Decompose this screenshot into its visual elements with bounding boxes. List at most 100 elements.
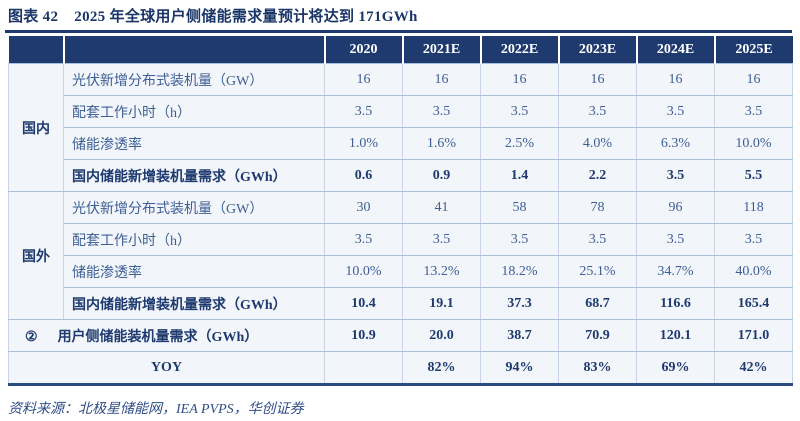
cell-value: 40.0% [714,255,793,288]
cell-value: 3.5 [402,95,481,128]
cell-value: 83% [558,351,637,386]
cell-value: 171.0 [714,319,793,352]
cell-value: 34.7% [636,255,715,288]
yoy-label-cell: YOY [8,351,325,386]
cell-value: 10.0% [714,127,793,160]
cell-value: 3.5 [324,223,403,256]
header-year-2025e: 2025E [714,36,793,64]
cell-value: 10.4 [324,287,403,320]
cell-value: 3.5 [558,223,637,256]
cell-value: 70.9 [558,319,637,352]
cell-value: 4.0% [558,127,637,160]
cell-value: 3.5 [480,95,559,128]
cell-value: 10.9 [324,319,403,352]
cell-value: 3.5 [324,95,403,128]
cell-value: 37.3 [480,287,559,320]
table-row: 配套工作小时（h） 3.5 3.5 3.5 3.5 3.5 3.5 [9,223,793,256]
cell-value: 0.6 [324,159,403,192]
table-row: 国外 光伏新增分布式装机量（GW） 30 41 58 78 96 118 [8,191,793,320]
table-row-subtotal: 国内储能新增装机量需求（GWh） 10.4 19.1 37.3 68.7 116… [9,287,793,320]
cell-value: 19.1 [402,287,481,320]
header-metric-col [63,36,326,64]
yoy-row: YOY 82% 94% 83% 69% 42% [8,351,793,386]
cell-value: 41 [402,191,481,224]
header-year-2021e: 2021E [402,36,482,64]
table-row: 国内 光伏新增分布式装机量（GW） 16 16 16 16 16 16 [8,63,793,192]
cell-value: 10.0% [324,255,403,288]
cell-value: 16 [636,63,715,96]
row-label: 储能渗透率 [63,255,325,288]
cell-value: 120.1 [636,319,715,352]
cell-value: 16 [402,63,481,96]
cell-value: 69% [636,351,715,386]
header-row: 2020 2021E 2022E 2023E 2024E 2025E [8,36,793,64]
forecast-table: 2020 2021E 2022E 2023E 2024E 2025E 国内 光伏… [8,36,793,386]
row-label: 配套工作小时（h） [63,223,325,256]
cell-value: 3.5 [714,95,793,128]
cell-value: 3.5 [714,223,793,256]
row-label: 配套工作小时（h） [63,95,325,128]
source-note: 资料来源：北极星储能网，IEA PVPS，华创证券 [8,402,304,417]
figure-title: 图表 42 2025 年全球用户侧储能需求量预计将达到 171GWh [8,5,792,26]
cell-value: 20.0 [402,319,481,352]
cell-value: 58 [480,191,559,224]
table-row-subtotal: 国内储能新增装机量需求（GWh） 0.6 0.9 1.4 2.2 3.5 5.5 [9,159,793,192]
cell-value: 16 [324,63,403,96]
cell-value: 6.3% [636,127,715,160]
cell-value: 30 [324,191,403,224]
cell-value: 3.5 [636,223,715,256]
cell-value [324,351,403,386]
cell-value: 116.6 [636,287,715,320]
summary-row-label: 用户侧储能装机量需求（GWh） [57,329,259,345]
header-year-2022e: 2022E [480,36,560,64]
cell-value: 13.2% [402,255,481,288]
group-cell-overseas: 国外 [8,191,64,320]
figure-number-label: 图表 42 [8,9,59,25]
cell-value: 25.1% [558,255,637,288]
cell-value: 1.0% [324,127,403,160]
group-cell-domestic: 国内 [8,63,64,192]
cell-value: 0.9 [402,159,481,192]
row-label: 国内储能新增装机量需求（GWh） [63,287,325,320]
header-year-2023e: 2023E [558,36,638,64]
figure-title-text: 2025 年全球用户侧储能需求量预计将达到 171GWh [74,9,418,25]
cell-value: 16 [714,63,793,96]
cell-value: 3.5 [636,159,715,192]
cell-value: 96 [636,191,715,224]
cell-value: 1.4 [480,159,559,192]
cell-value: 82% [402,351,481,386]
circled-two-marker: ② [25,329,38,345]
cell-value: 16 [558,63,637,96]
cell-value: 118 [714,191,793,224]
cell-value: 78 [558,191,637,224]
row-label: 国内储能新增装机量需求（GWh） [63,159,325,192]
header-year-2024e: 2024E [636,36,716,64]
cell-value: 94% [480,351,559,386]
cell-value: 2.2 [558,159,637,192]
cell-value: 16 [480,63,559,96]
cell-value: 5.5 [714,159,793,192]
header-year-2020: 2020 [324,36,404,64]
row-label: 光伏新增分布式装机量（GW） [63,63,325,96]
cell-value: 18.2% [480,255,559,288]
title-divider-rule [5,30,792,33]
summary-row: ② 用户侧储能装机量需求（GWh） 10.9 20.0 38.7 70.9 120… [8,319,793,352]
header-group-col [8,36,65,64]
cell-value: 38.7 [480,319,559,352]
cell-value: 3.5 [402,223,481,256]
cell-value: 165.4 [714,287,793,320]
table-row: 储能渗透率 1.0% 1.6% 2.5% 4.0% 6.3% 10.0% [9,127,793,160]
cell-value: 3.5 [636,95,715,128]
cell-value: 3.5 [558,95,637,128]
cell-value: 2.5% [480,127,559,160]
cell-value: 1.6% [402,127,481,160]
row-label: 光伏新增分布式装机量（GW） [63,191,325,224]
cell-value: 42% [714,351,793,386]
cell-value: 68.7 [558,287,637,320]
cell-value: 3.5 [480,223,559,256]
table-row: 储能渗透率 10.0% 13.2% 18.2% 25.1% 34.7% 40.0… [9,255,793,288]
table-row: 配套工作小时（h） 3.5 3.5 3.5 3.5 3.5 3.5 [9,95,793,128]
row-label: 储能渗透率 [63,127,325,160]
summary-label-cell: ② 用户侧储能装机量需求（GWh） [8,319,325,352]
